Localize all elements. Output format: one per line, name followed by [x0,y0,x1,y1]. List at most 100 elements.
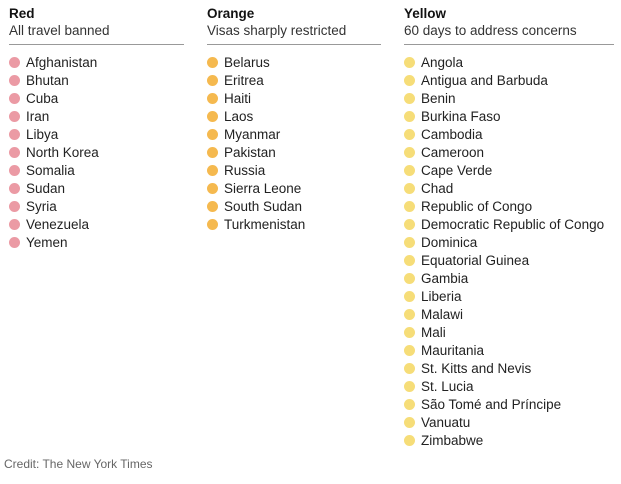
yellow-dot-icon [404,164,415,176]
list-item: North Korea [9,143,184,161]
orange-dot-icon [207,92,218,104]
red-dot-icon [9,74,20,86]
list-item: Angola [404,53,614,71]
red-dot-icon [9,146,20,158]
country-name: Cambodia [421,126,483,142]
list-item: St. Kitts and Nevis [404,359,614,377]
yellow-dot-icon [404,146,415,158]
column-subtitle: All travel banned [9,23,110,38]
yellow-dot-icon [404,56,415,68]
country-name: Iran [26,108,50,124]
list-item: Somalia [9,161,184,179]
orange-dot-icon [207,56,218,68]
yellow-dot-icon [404,254,415,266]
list-item: São Tomé and Príncipe [404,395,614,413]
country-name: Benin [421,90,456,106]
country-list: Belarus Eritrea Haiti Laos Myanmar Pakistan Ru… [207,53,381,233]
red-dot-icon [9,128,20,140]
red-dot-icon [9,56,20,68]
country-name: Malawi [421,306,464,322]
divider [9,44,184,45]
red-dot-icon [9,236,20,248]
orange-dot-icon [207,128,218,140]
country-name: Angola [421,54,464,70]
list-item: Iran [9,107,184,125]
country-name: Burkina Faso [421,108,501,124]
list-item: Russia [207,161,381,179]
red-dot-icon [9,110,20,122]
country-name: Dominica [421,234,478,250]
orange-dot-icon [207,146,218,158]
yellow-dot-icon [404,200,415,212]
country-name: Afghanistan [26,54,98,70]
list-item: Belarus [207,53,381,71]
column-yellow: Yellow 60 days to address concerns Angol… [404,5,614,449]
yellow-dot-icon [404,290,415,302]
list-item: Mali [404,323,614,341]
country-name: Sudan [26,180,66,196]
country-name: Haiti [224,90,252,106]
list-item: Pakistan [207,143,381,161]
list-item: Liberia [404,287,614,305]
country-name: Democratic Republic of Congo [421,216,605,232]
country-name: Gambia [421,270,469,286]
orange-dot-icon [207,74,218,86]
red-dot-icon [9,92,20,104]
country-name: Antigua and Barbuda [421,72,548,88]
country-name: Libya [26,126,59,142]
yellow-dot-icon [404,182,415,194]
list-item: Cambodia [404,125,614,143]
list-item: Cape Verde [404,161,614,179]
list-item: Yemen [9,233,184,251]
list-item: Malawi [404,305,614,323]
country-name: North Korea [26,144,99,160]
country-name: Republic of Congo [421,198,533,214]
yellow-dot-icon [404,326,415,338]
column-title: Red [9,6,35,21]
orange-dot-icon [207,182,218,194]
list-item: Dominica [404,233,614,251]
country-name: Cape Verde [421,162,493,178]
list-item: Burkina Faso [404,107,614,125]
list-item: Gambia [404,269,614,287]
list-item: Republic of Congo [404,197,614,215]
yellow-dot-icon [404,380,415,392]
yellow-dot-icon [404,344,415,356]
divider [207,44,381,45]
country-name: Pakistan [224,144,276,160]
column-red: Red All travel banned Afghanistan Bhutan C… [9,5,184,251]
list-item: Myanmar [207,125,381,143]
list-item: Haiti [207,89,381,107]
country-name: Mauritania [421,342,485,358]
country-name: Belarus [224,54,270,70]
country-name: Laos [224,108,254,124]
yellow-dot-icon [404,362,415,374]
list-item: Mauritania [404,341,614,359]
yellow-dot-icon [404,218,415,230]
country-name: Cameroon [421,144,485,160]
yellow-dot-icon [404,416,415,428]
yellow-dot-icon [404,398,415,410]
country-name: Chad [421,180,454,196]
country-name: Myanmar [224,126,281,142]
country-list: Angola Antigua and Barbuda Benin Burkina Fa… [404,53,614,449]
list-item: St. Lucia [404,377,614,395]
orange-dot-icon [207,200,218,212]
red-dot-icon [9,218,20,230]
red-dot-icon [9,164,20,176]
yellow-dot-icon [404,272,415,284]
country-name: Eritrea [224,72,264,88]
country-name: Cuba [26,90,59,106]
list-item: Equatorial Guinea [404,251,614,269]
list-item: Cameroon [404,143,614,161]
red-dot-icon [9,182,20,194]
country-name: South Sudan [224,198,303,214]
country-name: Vanuatu [421,414,471,430]
country-name: St. Lucia [421,378,474,394]
list-item: Sudan [9,179,184,197]
list-item: Afghanistan [9,53,184,71]
country-name: Syria [26,198,57,214]
country-name: Mali [421,324,446,340]
column-subtitle: 60 days to address concerns [404,23,577,38]
list-item: Zimbabwe [404,431,614,449]
